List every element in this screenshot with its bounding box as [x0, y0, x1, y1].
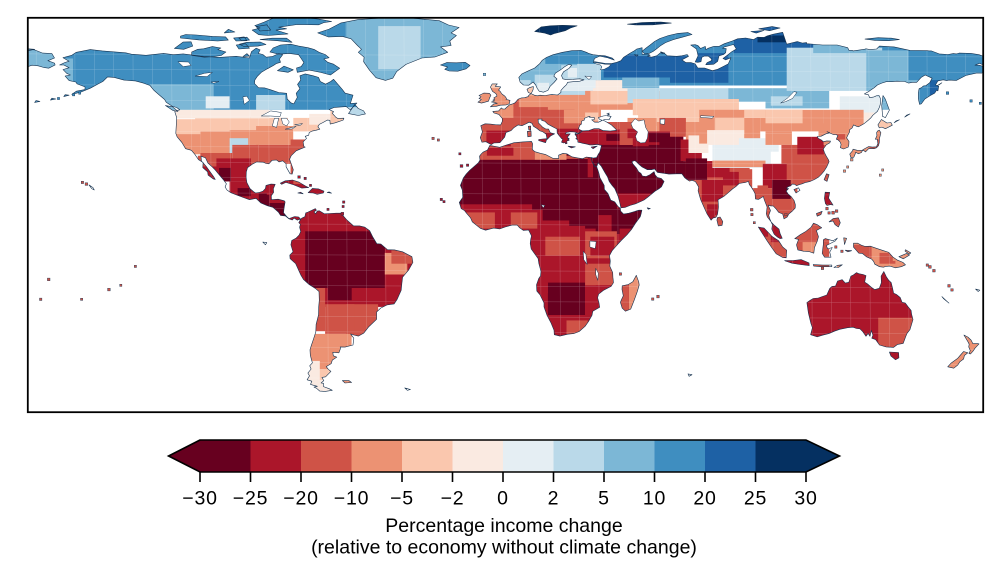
svg-text:−10: −10 [334, 488, 369, 510]
svg-text:(relative to economy without c: (relative to economy without climate cha… [311, 537, 697, 559]
svg-text:−20: −20 [283, 488, 318, 510]
svg-text:−2: −2 [441, 488, 465, 510]
svg-text:20: 20 [693, 488, 716, 510]
svg-text:Percentage income change: Percentage income change [385, 515, 622, 537]
svg-text:0: 0 [497, 488, 509, 510]
svg-text:−5: −5 [390, 488, 414, 510]
svg-text:2: 2 [548, 488, 560, 510]
svg-text:5: 5 [598, 488, 610, 510]
svg-text:25: 25 [744, 488, 767, 510]
svg-text:−25: −25 [233, 488, 268, 510]
svg-text:10: 10 [643, 488, 666, 510]
svg-text:30: 30 [794, 488, 817, 510]
svg-text:−30: −30 [182, 488, 217, 510]
